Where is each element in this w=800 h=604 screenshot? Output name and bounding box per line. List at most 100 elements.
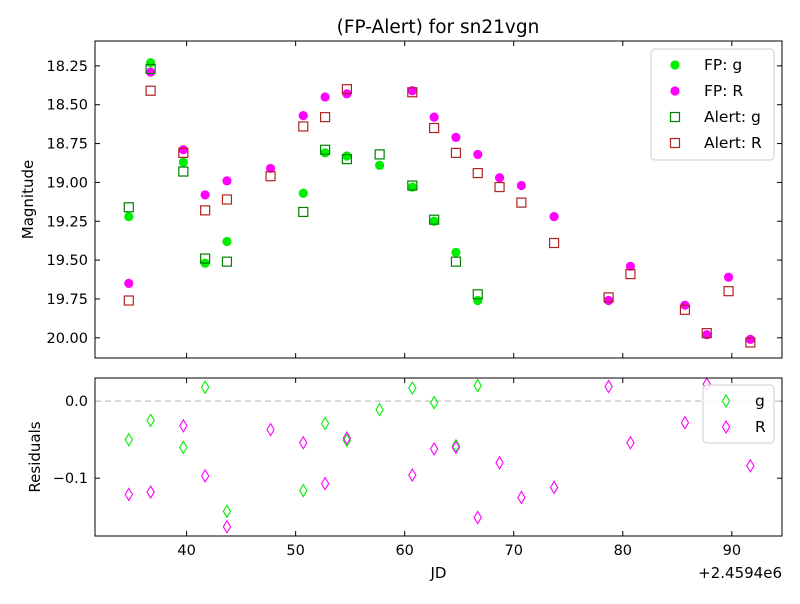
data-point <box>298 206 309 218</box>
y-tick-label: 18.75 <box>46 137 88 153</box>
residual-point <box>549 480 559 495</box>
data-point <box>473 295 483 306</box>
data-point <box>702 330 712 340</box>
data-point <box>298 121 309 132</box>
residual-point <box>473 510 482 525</box>
plot-frame <box>94 377 783 537</box>
residual-point <box>375 402 384 417</box>
data-point <box>472 289 483 300</box>
data-point <box>374 149 385 160</box>
data-point <box>221 194 233 205</box>
data-point <box>494 181 505 193</box>
data-point <box>200 205 211 216</box>
legend-marker <box>721 419 731 435</box>
residual-point <box>408 380 417 396</box>
legend-marker <box>669 111 681 123</box>
data-point <box>451 247 461 257</box>
data-point <box>200 190 210 200</box>
legend-marker <box>721 393 731 409</box>
data-point <box>494 173 505 183</box>
data-point <box>221 256 233 267</box>
plot-frame <box>94 40 783 359</box>
legend: gR <box>702 384 775 444</box>
residual-point <box>179 440 188 455</box>
data-point <box>723 286 734 297</box>
y-axis-label: Residuals <box>26 421 44 492</box>
residual-point <box>320 416 330 431</box>
residual-point <box>429 395 439 410</box>
data-point <box>341 153 352 165</box>
data-point <box>745 334 755 344</box>
data-point <box>473 149 483 160</box>
data-point <box>745 337 756 348</box>
y-tick-label: 19.75 <box>46 292 88 308</box>
residual-point <box>320 476 330 491</box>
residual-point <box>299 483 308 498</box>
data-point <box>679 304 691 315</box>
residual-point <box>200 380 210 395</box>
data-point <box>145 85 156 96</box>
residual-point <box>429 441 439 456</box>
legend-label: g <box>755 392 765 410</box>
data-point <box>178 157 188 167</box>
legend-label: R <box>755 418 766 436</box>
legend-marker <box>669 137 681 149</box>
data-point <box>123 295 134 306</box>
residual-point <box>146 413 155 428</box>
y-tick-label: 19.00 <box>46 175 88 191</box>
data-point <box>451 132 461 142</box>
residual-point <box>408 468 417 483</box>
y-tick-label: −0.1 <box>53 471 88 487</box>
residual-point <box>124 487 134 502</box>
residual-point <box>473 378 482 393</box>
residual-point <box>146 484 155 500</box>
y-tick-label: 18.25 <box>46 59 88 75</box>
data-point <box>604 295 614 306</box>
y-axis-label: Magnitude <box>19 160 37 239</box>
x-tick-label: 90 <box>723 543 741 559</box>
data-point <box>603 292 614 303</box>
data-point <box>319 144 331 155</box>
data-point <box>145 63 156 75</box>
residuals-panel: 0.0 −0.1 40 50 60 70 80 90 Residuals JD +2.4594e6 g… <box>26 377 783 582</box>
residual-point <box>342 431 352 446</box>
data-point <box>375 160 385 170</box>
y-tick-label: 19.50 <box>46 253 88 269</box>
data-point <box>124 278 134 289</box>
data-point <box>124 211 134 222</box>
data-point <box>342 151 352 161</box>
legend-label: FP: R <box>704 82 743 100</box>
data-point <box>320 92 330 102</box>
residual-point <box>451 440 461 455</box>
data-point <box>178 145 188 155</box>
x-tick-label: 80 <box>614 543 632 559</box>
data-point <box>429 216 439 226</box>
data-point <box>178 166 189 177</box>
y-tick-label: 0.0 <box>65 394 88 410</box>
data-point <box>341 84 352 95</box>
data-point <box>429 112 439 122</box>
residual-point <box>495 455 504 470</box>
legend-marker <box>670 60 680 70</box>
residual-point <box>517 490 526 505</box>
x-offset-label: +2.4594e6 <box>698 564 782 582</box>
x-axis-label: JD <box>430 564 447 582</box>
data-point <box>200 253 211 264</box>
legend: FP: g FP: R Alert: g Alert: R <box>650 48 775 161</box>
data-point <box>298 110 308 121</box>
data-point <box>407 180 418 191</box>
data-point <box>625 261 636 271</box>
data-point <box>549 211 559 222</box>
legend-label: FP: g <box>704 56 742 74</box>
data-point <box>429 122 440 134</box>
legend-box <box>650 48 775 161</box>
data-point <box>450 147 462 158</box>
legend-box <box>702 384 775 444</box>
residual-point <box>746 458 755 473</box>
data-point <box>320 148 330 158</box>
residual-point <box>604 379 613 394</box>
data-point <box>407 182 417 192</box>
legend-label: Alert: g <box>704 108 761 126</box>
x-tick-label: 70 <box>505 543 523 559</box>
